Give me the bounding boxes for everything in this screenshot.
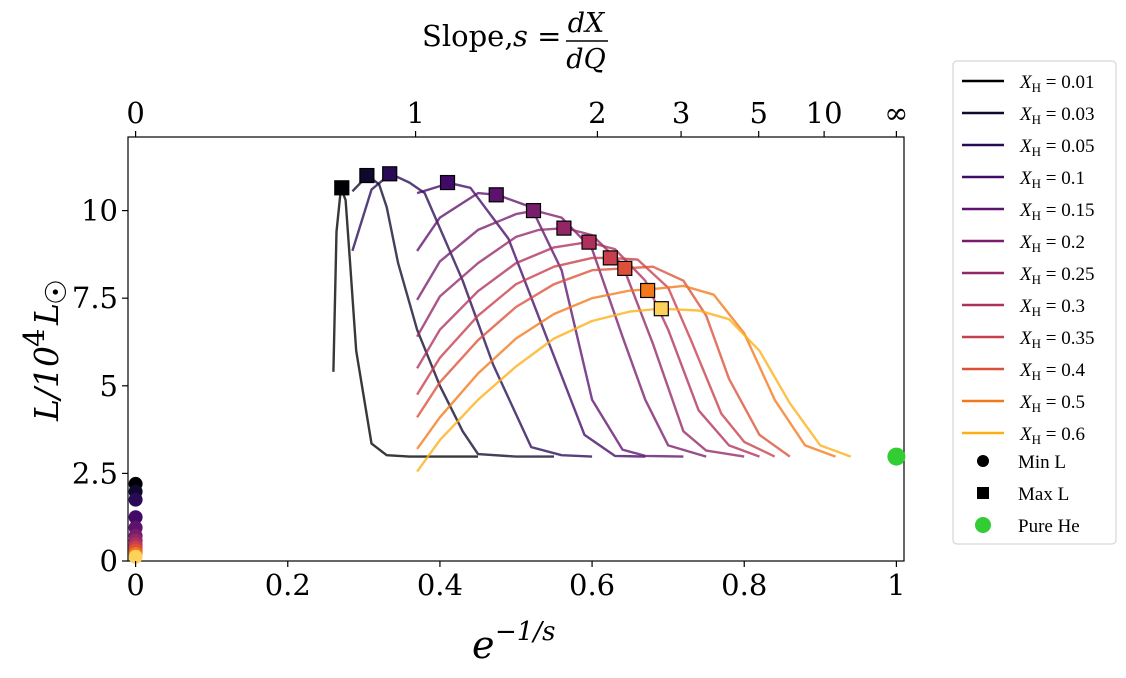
title-denominator: dQ [566, 44, 605, 75]
x-tick-label: 0.6 [569, 568, 615, 602]
max-l-point-x-h-0-25 [556, 220, 572, 236]
ylabel-main: L/10 [27, 346, 66, 422]
x-tick-label: 0 [126, 568, 144, 602]
series-line-x-h-0-01 [332, 186, 478, 458]
legend-label-2: XH = 0.05 [1019, 136, 1094, 159]
legend-marker-max-l [977, 487, 989, 499]
series-line-x-h-0-6 [416, 307, 852, 473]
max-l-point-x-h-0-15 [488, 187, 504, 203]
series-line-x-h-0-5 [416, 284, 836, 458]
max-l-point-x-h-0-5 [640, 282, 656, 299]
legend-label-11: XH = 0.6 [1019, 424, 1085, 447]
series-line-x-h-0-25 [416, 226, 745, 458]
legend-label-10: XH = 0.5 [1019, 392, 1085, 415]
legend-label-7: XH = 0.3 [1019, 296, 1085, 319]
max-l-point-x-h-0-01 [334, 180, 350, 196]
title-numerator: dX [568, 8, 606, 39]
max-l-point-x-h-0-05 [382, 166, 398, 182]
series-layer [332, 172, 852, 473]
top-tick-label: 10 [806, 96, 843, 130]
max-l-point-x-h-0-3 [581, 234, 597, 250]
y-axis-label: L/10 4 L ☉ [17, 279, 73, 422]
max-l-point-x-h-0-6 [653, 301, 669, 317]
x-axis-label: e −1/s [472, 617, 555, 667]
legend-entries: XH = 0.01 XH = 0.03 XH = 0.05 XH = 0.1 XH = … [962, 72, 1094, 537]
chart-title: Slope, s = dX dQ [422, 8, 608, 75]
legend: XH = 0.01 XH = 0.03 XH = 0.05 XH = 0.1 XH = … [952, 60, 1117, 545]
top-tick-label: 1 [406, 96, 424, 130]
pure-he-point [887, 447, 906, 466]
legend-label-9: XH = 0.4 [1019, 360, 1085, 383]
x-tick-label: 0.4 [417, 568, 463, 602]
ylabel-unit: L [27, 303, 66, 326]
series-line-x-h-0-2 [416, 209, 707, 458]
max-l-point-x-h-0-1 [439, 174, 456, 191]
legend-label-min-l: Min L [1018, 452, 1066, 473]
legend-label-1: XH = 0.03 [1019, 104, 1094, 127]
ylabel-exponent: 4 [17, 329, 51, 347]
x-tick-label: 1 [887, 568, 905, 602]
y-tick-label: 7.5 [72, 281, 118, 315]
max-l-point-x-h-0-03 [359, 167, 375, 184]
x-tick-label: 0.2 [265, 568, 311, 602]
xlabel-base: e [472, 623, 495, 667]
series-line-x-h-0-15 [416, 191, 684, 458]
ylabel-sun-symbol: ☉ [39, 279, 73, 305]
min-l-point-x-h-0-05 [128, 492, 143, 507]
legend-label-0: XH = 0.01 [1019, 72, 1094, 95]
top-tick-label: 5 [749, 96, 767, 130]
legend-label-4: XH = 0.15 [1019, 200, 1094, 223]
min-l-point-x-h-0-1 [128, 510, 143, 525]
title-lhs: s = [513, 19, 561, 53]
legend-label-8: XH = 0.35 [1019, 328, 1094, 351]
y-tick-label: 2.5 [72, 456, 118, 490]
y-tick-label: 10 [81, 194, 118, 228]
series-line-x-h-0-3 [416, 240, 760, 458]
series-line-x-h-0-03 [351, 174, 554, 458]
legend-label-max-l: Max L [1018, 484, 1069, 505]
legend-marker-pure-he [975, 517, 991, 533]
max-l-point-x-h-0-2 [525, 202, 542, 219]
legend-label-pure-he: Pure He [1018, 516, 1080, 537]
top-tick-label: 2 [588, 96, 606, 130]
legend-label-6: XH = 0.25 [1019, 264, 1094, 287]
top-tick-label: 0 [126, 96, 144, 130]
legend-marker-min-l [977, 455, 989, 467]
series-line-x-h-0-05 [351, 172, 593, 458]
x-tick-label: 0.8 [721, 568, 767, 602]
max-l-point-x-h-0-4 [617, 260, 633, 277]
marker-layer [128, 166, 906, 564]
y-tick-label: 5 [100, 369, 118, 403]
title-word: Slope, [422, 19, 514, 53]
legend-box [952, 60, 1117, 545]
xlabel-exponent: −1/s [495, 617, 555, 647]
legend-label-3: XH = 0.1 [1019, 168, 1085, 191]
top-tick-label: 3 [672, 96, 690, 130]
legend-label-5: XH = 0.2 [1019, 232, 1085, 255]
plot-frame [127, 136, 905, 562]
max-l-point-x-h-0-35 [602, 250, 618, 266]
min-l-point-x-h-0-6 [128, 549, 143, 564]
y-tick-label: 0 [100, 544, 118, 578]
top-tick-label: ∞ [884, 96, 908, 130]
